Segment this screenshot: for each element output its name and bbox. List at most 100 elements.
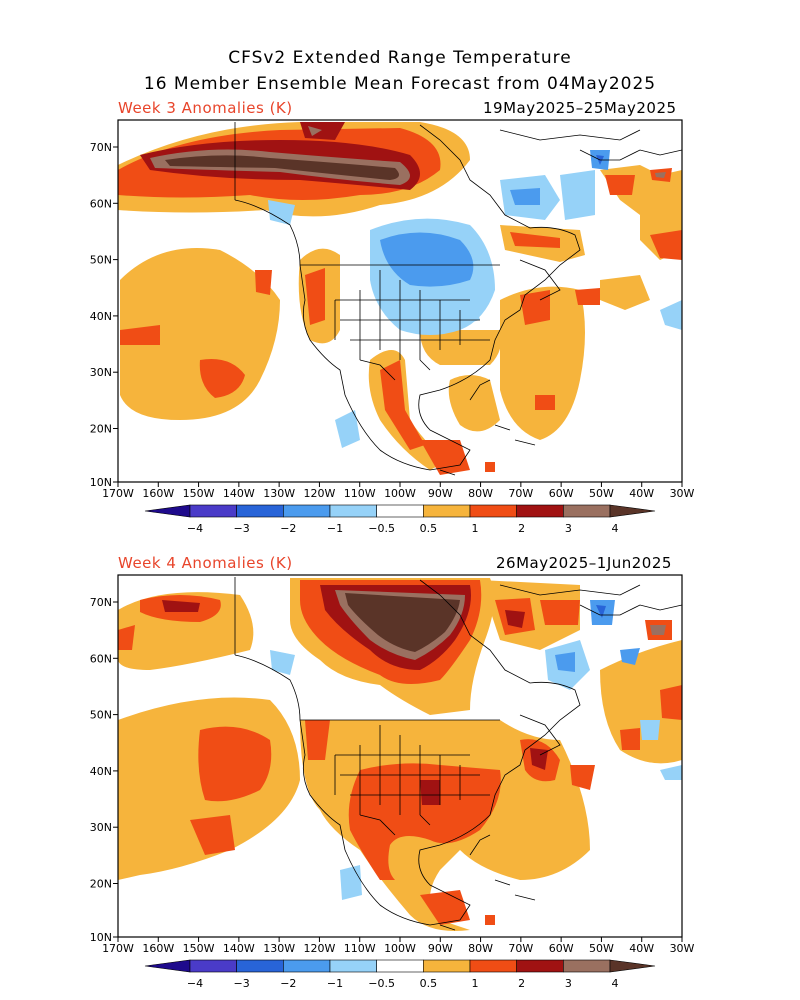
lon-tick-label: 150W — [183, 942, 215, 955]
lat-tick-label: 70N — [90, 596, 112, 609]
lon-tick-label: 40W — [629, 942, 654, 955]
lon-tick-label: 160W — [142, 942, 174, 955]
lon-tick-label: 120W — [303, 487, 335, 500]
lat-tick-label: 40N — [90, 765, 112, 778]
lon-tick-label: 50W — [589, 942, 614, 955]
colorbar-label: −1 — [327, 977, 343, 990]
week3-dates: 19May2025–25May2025 — [483, 99, 677, 117]
colorbar-box — [423, 959, 471, 973]
lon-tick-label: 170W — [102, 487, 134, 500]
lat-tick-label: 30N — [90, 366, 112, 379]
colorbar-label: 2 — [518, 522, 525, 535]
lat-tick-label: 50N — [90, 709, 112, 722]
lat-tick-label: 30N — [90, 821, 112, 834]
colorbar-box — [236, 504, 284, 518]
lat-tick-label: 40N — [90, 310, 112, 323]
colorbar-box — [516, 959, 564, 973]
lon-tick-label: 30W — [670, 487, 695, 500]
colorbar-box — [469, 959, 517, 973]
lon-tick-label: 110W — [344, 487, 376, 500]
lon-tick-label: 80W — [468, 487, 493, 500]
lon-tick-label: 60W — [549, 487, 574, 500]
lon-tick-label: 30W — [670, 942, 695, 955]
lon-tick-label: 170W — [102, 942, 134, 955]
week3-map-outlines — [234, 122, 683, 476]
lon-tick-label: 40W — [629, 487, 654, 500]
week4-map-outlines — [234, 577, 683, 931]
lon-tick-label: 100W — [384, 487, 416, 500]
colorbar-box — [376, 504, 424, 518]
colorbar-label: −0.5 — [368, 977, 395, 990]
colorbar-label: 4 — [612, 977, 619, 990]
week3-map — [117, 119, 683, 483]
title-line-1: CFSv2 Extended Range Temperature — [228, 48, 572, 68]
week3-label: Week 3 Anomalies (K) — [118, 99, 293, 117]
colorbar-box — [376, 959, 424, 973]
colorbar-label: 3 — [565, 522, 572, 535]
colorbar-box — [189, 504, 237, 518]
lat-tick-label: 10N — [90, 931, 112, 944]
week3-warm-anomalies — [118, 122, 682, 475]
week4-dates: 26May2025–1Jun2025 — [496, 554, 672, 572]
lon-tick-label: 130W — [263, 942, 295, 955]
lon-tick-label: 120W — [303, 942, 335, 955]
colorbar-box — [563, 504, 611, 518]
lon-tick-label: 70W — [508, 942, 533, 955]
week3-cold-anomalies — [268, 150, 682, 448]
colorbar-label: −0.5 — [368, 522, 395, 535]
colorbar-box — [236, 959, 284, 973]
colorbar-end-low — [144, 959, 191, 973]
lon-tick-label: 90W — [428, 487, 453, 500]
lat-tick-label: 20N — [90, 423, 112, 436]
week4-cold-anomalies — [270, 600, 682, 900]
colorbar-box — [469, 504, 517, 518]
colorbar-box — [563, 959, 611, 973]
colorbar-box — [283, 504, 331, 518]
lat-tick-label: 60N — [90, 197, 112, 210]
week4-label: Week 4 Anomalies (K) — [118, 554, 293, 572]
colorbar-label: −4 — [187, 522, 203, 535]
week4-warm-anomalies — [118, 578, 682, 931]
lon-tick-label: 100W — [384, 942, 416, 955]
colorbars: −4 −3 −2 −1 −0.5 0.5 1 2 3 4 −4 −3 −2 −1 −0.5 0.5 1 2 3 4 — [144, 504, 656, 990]
lon-tick-label: 110W — [344, 942, 376, 955]
colorbar-label: 0.5 — [420, 522, 438, 535]
week4-map — [117, 574, 683, 938]
colorbar-box — [283, 959, 331, 973]
colorbar-label: −1 — [327, 522, 343, 535]
lat-tick-label: 70N — [90, 141, 112, 154]
lon-tick-label: 60W — [549, 942, 574, 955]
colorbar-label: −3 — [234, 977, 250, 990]
colorbar-box — [516, 504, 564, 518]
colorbar-box — [189, 959, 237, 973]
colorbar-box — [423, 504, 471, 518]
lon-tick-label: 150W — [183, 487, 215, 500]
colorbar-box — [329, 504, 377, 518]
lat-tick-label: 20N — [90, 878, 112, 891]
lat-tick-label: 60N — [90, 652, 112, 665]
colorbar-label: −4 — [187, 977, 203, 990]
lon-tick-label: 160W — [142, 487, 174, 500]
colorbar-label: 3 — [565, 977, 572, 990]
colorbar-label: 1 — [472, 977, 479, 990]
colorbar-end-low — [144, 504, 191, 518]
colorbar-label: −3 — [234, 522, 250, 535]
colorbar-label: −2 — [280, 977, 296, 990]
lat-tick-label: 50N — [90, 254, 112, 267]
lon-tick-label: 70W — [508, 487, 533, 500]
colorbar-label: 2 — [518, 977, 525, 990]
lon-tick-label: 50W — [589, 487, 614, 500]
colorbar-label: −2 — [280, 522, 296, 535]
colorbar-box — [329, 959, 377, 973]
lon-tick-label: 80W — [468, 942, 493, 955]
title-line-2: 16 Member Ensemble Mean Forecast from 04… — [143, 74, 657, 94]
lat-tick-label: 10N — [90, 476, 112, 489]
lon-tick-label: 130W — [263, 487, 295, 500]
lon-tick-label: 140W — [223, 942, 255, 955]
colorbar-label: 4 — [612, 522, 619, 535]
colorbar-end-high — [609, 504, 656, 518]
colorbar-label: 1 — [472, 522, 479, 535]
colorbar-label: 0.5 — [420, 977, 438, 990]
